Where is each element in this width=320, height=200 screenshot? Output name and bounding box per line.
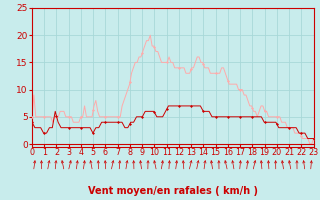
Text: Vent moyen/en rafales ( km/h ): Vent moyen/en rafales ( km/h ) <box>88 186 258 196</box>
